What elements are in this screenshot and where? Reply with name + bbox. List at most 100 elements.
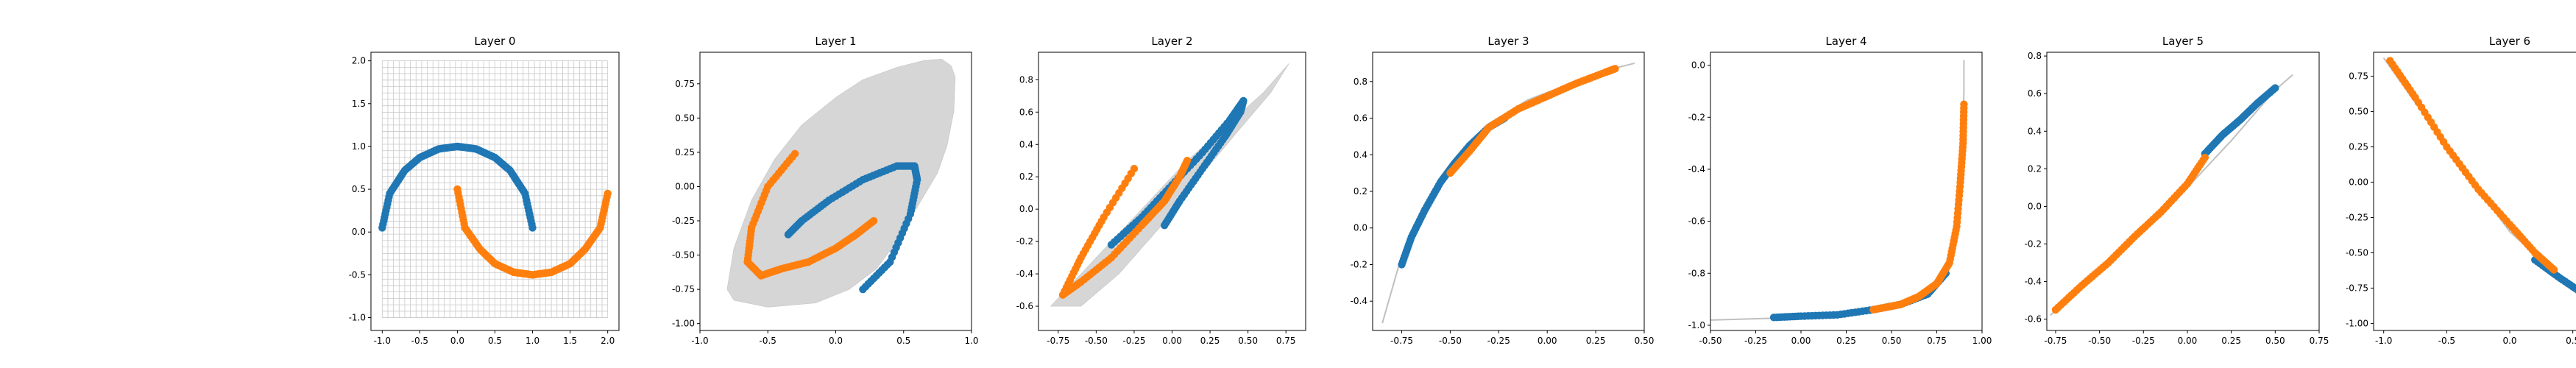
y-tick-label: -0.50	[2346, 247, 2368, 258]
y-tick-label: 0.0	[2028, 201, 2042, 211]
subplot-title: Layer 2	[1151, 35, 1192, 48]
y-tick-label: -0.25	[672, 216, 695, 226]
x-tick-label: 0.0	[2502, 336, 2516, 346]
x-tick-label: -0.50	[1085, 336, 1108, 346]
data-point	[2574, 286, 2576, 294]
subplot-title: Layer 4	[1825, 35, 1866, 48]
x-tick-label: 0.50	[1635, 336, 1655, 346]
y-tick-label: -1.0	[1688, 320, 1705, 330]
x-tick-label: -0.50	[1439, 336, 1462, 346]
y-tick-label: -0.2	[1351, 259, 1367, 269]
plot-area	[726, 59, 956, 308]
y-tick-label: -0.5	[349, 269, 366, 280]
y-tick-label: 1.5	[352, 99, 366, 109]
y-tick-label: -0.6	[2025, 314, 2042, 325]
plot-area	[1710, 60, 1968, 322]
x-tick-label: -0.75	[2044, 336, 2067, 346]
x-tick-label: 0.50	[2265, 336, 2285, 346]
plot-area	[1050, 63, 1289, 307]
x-tick-label: 1.0	[526, 336, 539, 346]
y-tick-label: 0.8	[1019, 74, 1033, 85]
y-tick-label: 2.0	[352, 56, 366, 66]
y-tick-label: -0.75	[672, 284, 695, 294]
y-tick-label: -0.2	[2025, 239, 2042, 250]
series-class-0	[1398, 114, 1509, 269]
series-class-0	[2201, 84, 2279, 158]
y-tick-label: 0.6	[2028, 88, 2042, 99]
plot-area	[1381, 62, 1635, 324]
plot-area	[2382, 57, 2576, 294]
series-class-1	[1446, 65, 1619, 177]
y-tick-label: 0.4	[2028, 126, 2042, 136]
plot-area	[2050, 74, 2293, 316]
y-tick-label: 0.00	[2349, 177, 2368, 188]
grid-manifold	[726, 59, 956, 308]
y-tick-label: 0.4	[1354, 149, 1367, 160]
data-point	[2201, 153, 2209, 162]
x-tick-label: -1.0	[374, 336, 391, 346]
x-tick-label: 0.5	[2566, 336, 2576, 346]
y-tick-label: -0.50	[672, 250, 695, 261]
x-tick-label: 0.25	[1586, 336, 1606, 346]
y-tick-label: 0.4	[1019, 139, 1033, 149]
plot-area	[378, 60, 612, 318]
x-tick-label: -0.75	[1390, 336, 1413, 346]
x-tick-label: -0.50	[2088, 336, 2111, 346]
y-tick-label: -0.4	[1016, 269, 1033, 279]
data-point	[604, 189, 612, 198]
x-tick-label: -0.25	[1487, 336, 1510, 346]
series-class-0	[1107, 96, 1248, 249]
y-tick-label: 0.6	[1354, 113, 1367, 124]
subplot-layer-2: Layer 2 -0.75 -0.50 -0.25 0.00 0.25 0.50 0.75 -0…	[1016, 35, 1306, 346]
x-tick-label: 0.75	[1276, 336, 1296, 346]
x-tick-label: 0.5	[896, 336, 910, 346]
x-tick-label: 0.0	[450, 336, 464, 346]
y-tick-label: 0.5	[352, 184, 366, 194]
series-class-1	[2051, 153, 2209, 314]
y-tick-label: 1.0	[352, 141, 366, 152]
x-tick-label: 0.25	[1836, 336, 1856, 346]
y-tick-label: 0.50	[675, 113, 695, 123]
subplot-layer-3: Layer 3 -0.75 -0.50 -0.25 0.00 0.25 0.50 -0.4 -0…	[1351, 35, 1655, 346]
y-tick-label: 0.2	[1354, 186, 1367, 197]
y-tick-label: -0.75	[2346, 283, 2368, 293]
subplot-layer-6: Layer 6-1.0-0.50.00.51.0-1.00-0.75-0.50-…	[2346, 35, 2576, 346]
y-tick-label: 0.8	[2028, 51, 2042, 61]
x-tick-label: 1.5	[563, 336, 577, 346]
data-point	[2550, 266, 2558, 274]
y-tick-label: 0.0	[1691, 60, 1705, 71]
x-tick-label: 0.00	[1162, 336, 1182, 346]
series-class-1	[1058, 157, 1192, 299]
y-tick-label: 0.50	[2349, 107, 2368, 117]
x-tick-label: -0.25	[1122, 336, 1145, 346]
x-tick-label: 1.00	[1972, 336, 1992, 346]
x-tick-label: 0.00	[1791, 336, 1811, 346]
x-tick-label: 0.00	[2178, 336, 2198, 346]
y-tick-label: -0.6	[1688, 216, 1705, 227]
series-class-0	[378, 142, 537, 232]
x-tick-label: -0.75	[1047, 336, 1069, 346]
y-tick-label: 0.75	[2349, 71, 2368, 82]
subplot-title: Layer 0	[474, 35, 515, 48]
subplot-layer-1: Layer 1 -1.0 -0.5 0.0 0.5 1.0 -1.00 -0.75 -0.50 -…	[672, 35, 979, 346]
y-tick-label: -0.25	[2346, 212, 2368, 222]
data-point	[2271, 84, 2279, 92]
x-tick-label: 0.50	[1882, 336, 1902, 346]
data-point	[869, 216, 878, 225]
y-tick-label: 0.0	[1354, 223, 1367, 233]
x-tick-label: 0.50	[1238, 336, 1258, 346]
y-tick-label: 0.6	[1019, 107, 1033, 117]
y-tick-label: 0.8	[1354, 77, 1367, 87]
series-class-1	[453, 185, 612, 279]
data-point	[1160, 221, 1169, 230]
x-tick-label: 0.25	[2221, 336, 2241, 346]
data-point	[1183, 157, 1192, 165]
data-point	[784, 230, 793, 238]
grid-manifold	[1381, 62, 1635, 324]
x-tick-label: -0.50	[1699, 336, 1722, 346]
axes-frame	[2046, 52, 2320, 331]
x-tick-label: 0.75	[1927, 336, 1947, 346]
subplot-title: Layer 3	[1487, 35, 1529, 48]
data-point	[528, 224, 537, 232]
